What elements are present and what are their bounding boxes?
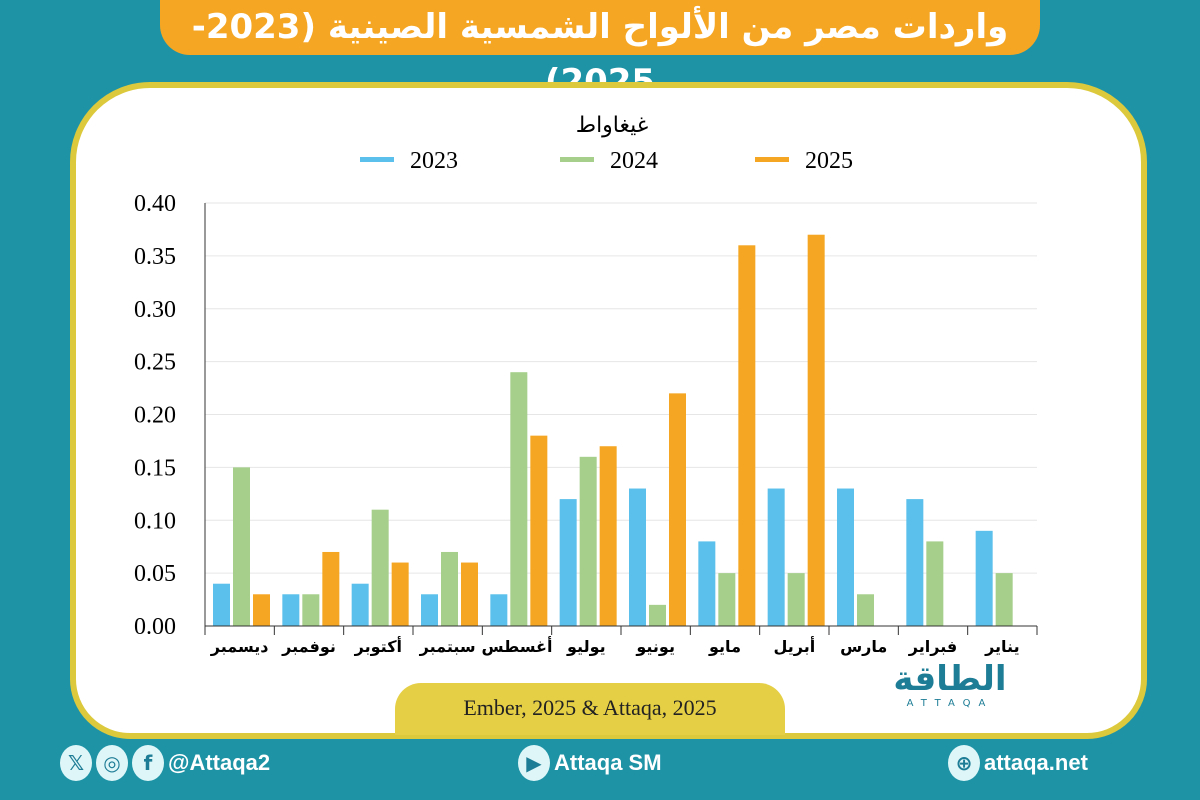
logo-arabic: الطاقة — [893, 659, 1007, 699]
social-links: 𝕏 ◎ f @Attaqa2 — [60, 745, 270, 781]
bar-2024 — [510, 372, 528, 626]
instagram-icon[interactable]: ◎ — [96, 745, 128, 781]
globe-icon[interactable]: ⊕ — [948, 745, 980, 781]
facebook-icon[interactable]: f — [132, 745, 164, 781]
legend-label: 2025 — [805, 148, 853, 174]
bar-2023 — [213, 583, 230, 626]
bar-2024 — [857, 594, 874, 626]
logo-english: ATTAQA — [906, 698, 994, 709]
bar-2025 — [807, 234, 825, 626]
bar-2023 — [837, 488, 854, 626]
youtube-handle[interactable]: Attaqa SM — [554, 750, 662, 775]
bar-2023 — [906, 499, 924, 626]
bar-2025 — [738, 245, 756, 627]
bar-2023 — [629, 488, 646, 626]
bar-2024 — [995, 573, 1013, 626]
bar-2025 — [599, 446, 617, 626]
y-tick-label: 0.25 — [134, 350, 176, 376]
bar-2024 — [371, 509, 389, 626]
bar-2025 — [391, 562, 409, 626]
x-icon[interactable]: 𝕏 — [60, 745, 92, 781]
y-tick-label: 0.20 — [134, 403, 176, 429]
x-tick-label: مايو — [708, 637, 741, 656]
y-tick-label: 0.10 — [134, 508, 176, 534]
bar-2025 — [530, 435, 548, 626]
x-tick-label: يونيو — [635, 637, 675, 656]
y-tick-label: 0.40 — [134, 191, 176, 217]
bar-2023 — [490, 594, 508, 626]
y-unit-label: غيغاواط — [576, 113, 649, 138]
bar-2024 — [649, 604, 666, 626]
bar-2025 — [322, 551, 340, 626]
legend-label: 2023 — [410, 148, 458, 174]
bar-2025 — [461, 562, 478, 626]
bar-2023 — [698, 541, 716, 626]
x-tick-label: نوفمبر — [281, 637, 336, 656]
x-tick-label: أكتوبر — [354, 636, 402, 656]
x-tick-label: أغسطس — [482, 636, 553, 656]
legend-label: 2024 — [610, 148, 658, 174]
y-tick-label: 0.15 — [134, 455, 176, 481]
bar-2024 — [233, 467, 250, 626]
social-handle[interactable]: @Attaqa2 — [168, 750, 271, 775]
bar-2025 — [253, 594, 270, 626]
y-tick-label: 0.30 — [134, 297, 176, 323]
bar-2024 — [718, 573, 736, 626]
source-note: Ember, 2025 & Attaqa, 2025 — [395, 683, 785, 735]
bar-2024 — [302, 594, 320, 626]
bar-2023 — [351, 583, 369, 626]
x-tick-label: أبريل — [773, 636, 815, 656]
bar-2023 — [421, 594, 438, 626]
bar-2025 — [669, 393, 686, 626]
bar-2024 — [787, 573, 805, 626]
website-url[interactable]: attaqa.net — [984, 750, 1088, 775]
x-tick-label: مارس — [840, 637, 887, 656]
legend-swatch — [755, 157, 789, 162]
bar-2023 — [975, 530, 993, 626]
y-tick-label: 0.05 — [134, 561, 176, 587]
x-tick-label: فبراير — [908, 637, 957, 656]
bar-2023 — [282, 594, 300, 626]
y-tick-label: 0.00 — [134, 614, 176, 640]
youtube-icon[interactable]: ▶ — [518, 745, 550, 781]
bar-2023 — [559, 499, 577, 626]
bar-2024 — [926, 541, 944, 626]
youtube-link: ▶ Attaqa SM — [518, 745, 662, 781]
legend-swatch — [560, 157, 594, 162]
x-tick-label: ديسمبر — [210, 637, 269, 656]
bar-2024 — [579, 456, 597, 626]
attaqa-logo: الطاقة ATTAQA — [860, 660, 1040, 720]
website-link: ⊕ attaqa.net — [948, 745, 1088, 781]
x-tick-label: يوليو — [566, 637, 606, 656]
x-tick-label: يناير — [984, 637, 1020, 656]
bar-2024 — [441, 551, 458, 626]
y-tick-label: 0.35 — [134, 244, 176, 270]
x-tick-label: سبتمبر — [419, 637, 476, 656]
bar-2023 — [767, 488, 785, 626]
legend-swatch — [360, 157, 394, 162]
